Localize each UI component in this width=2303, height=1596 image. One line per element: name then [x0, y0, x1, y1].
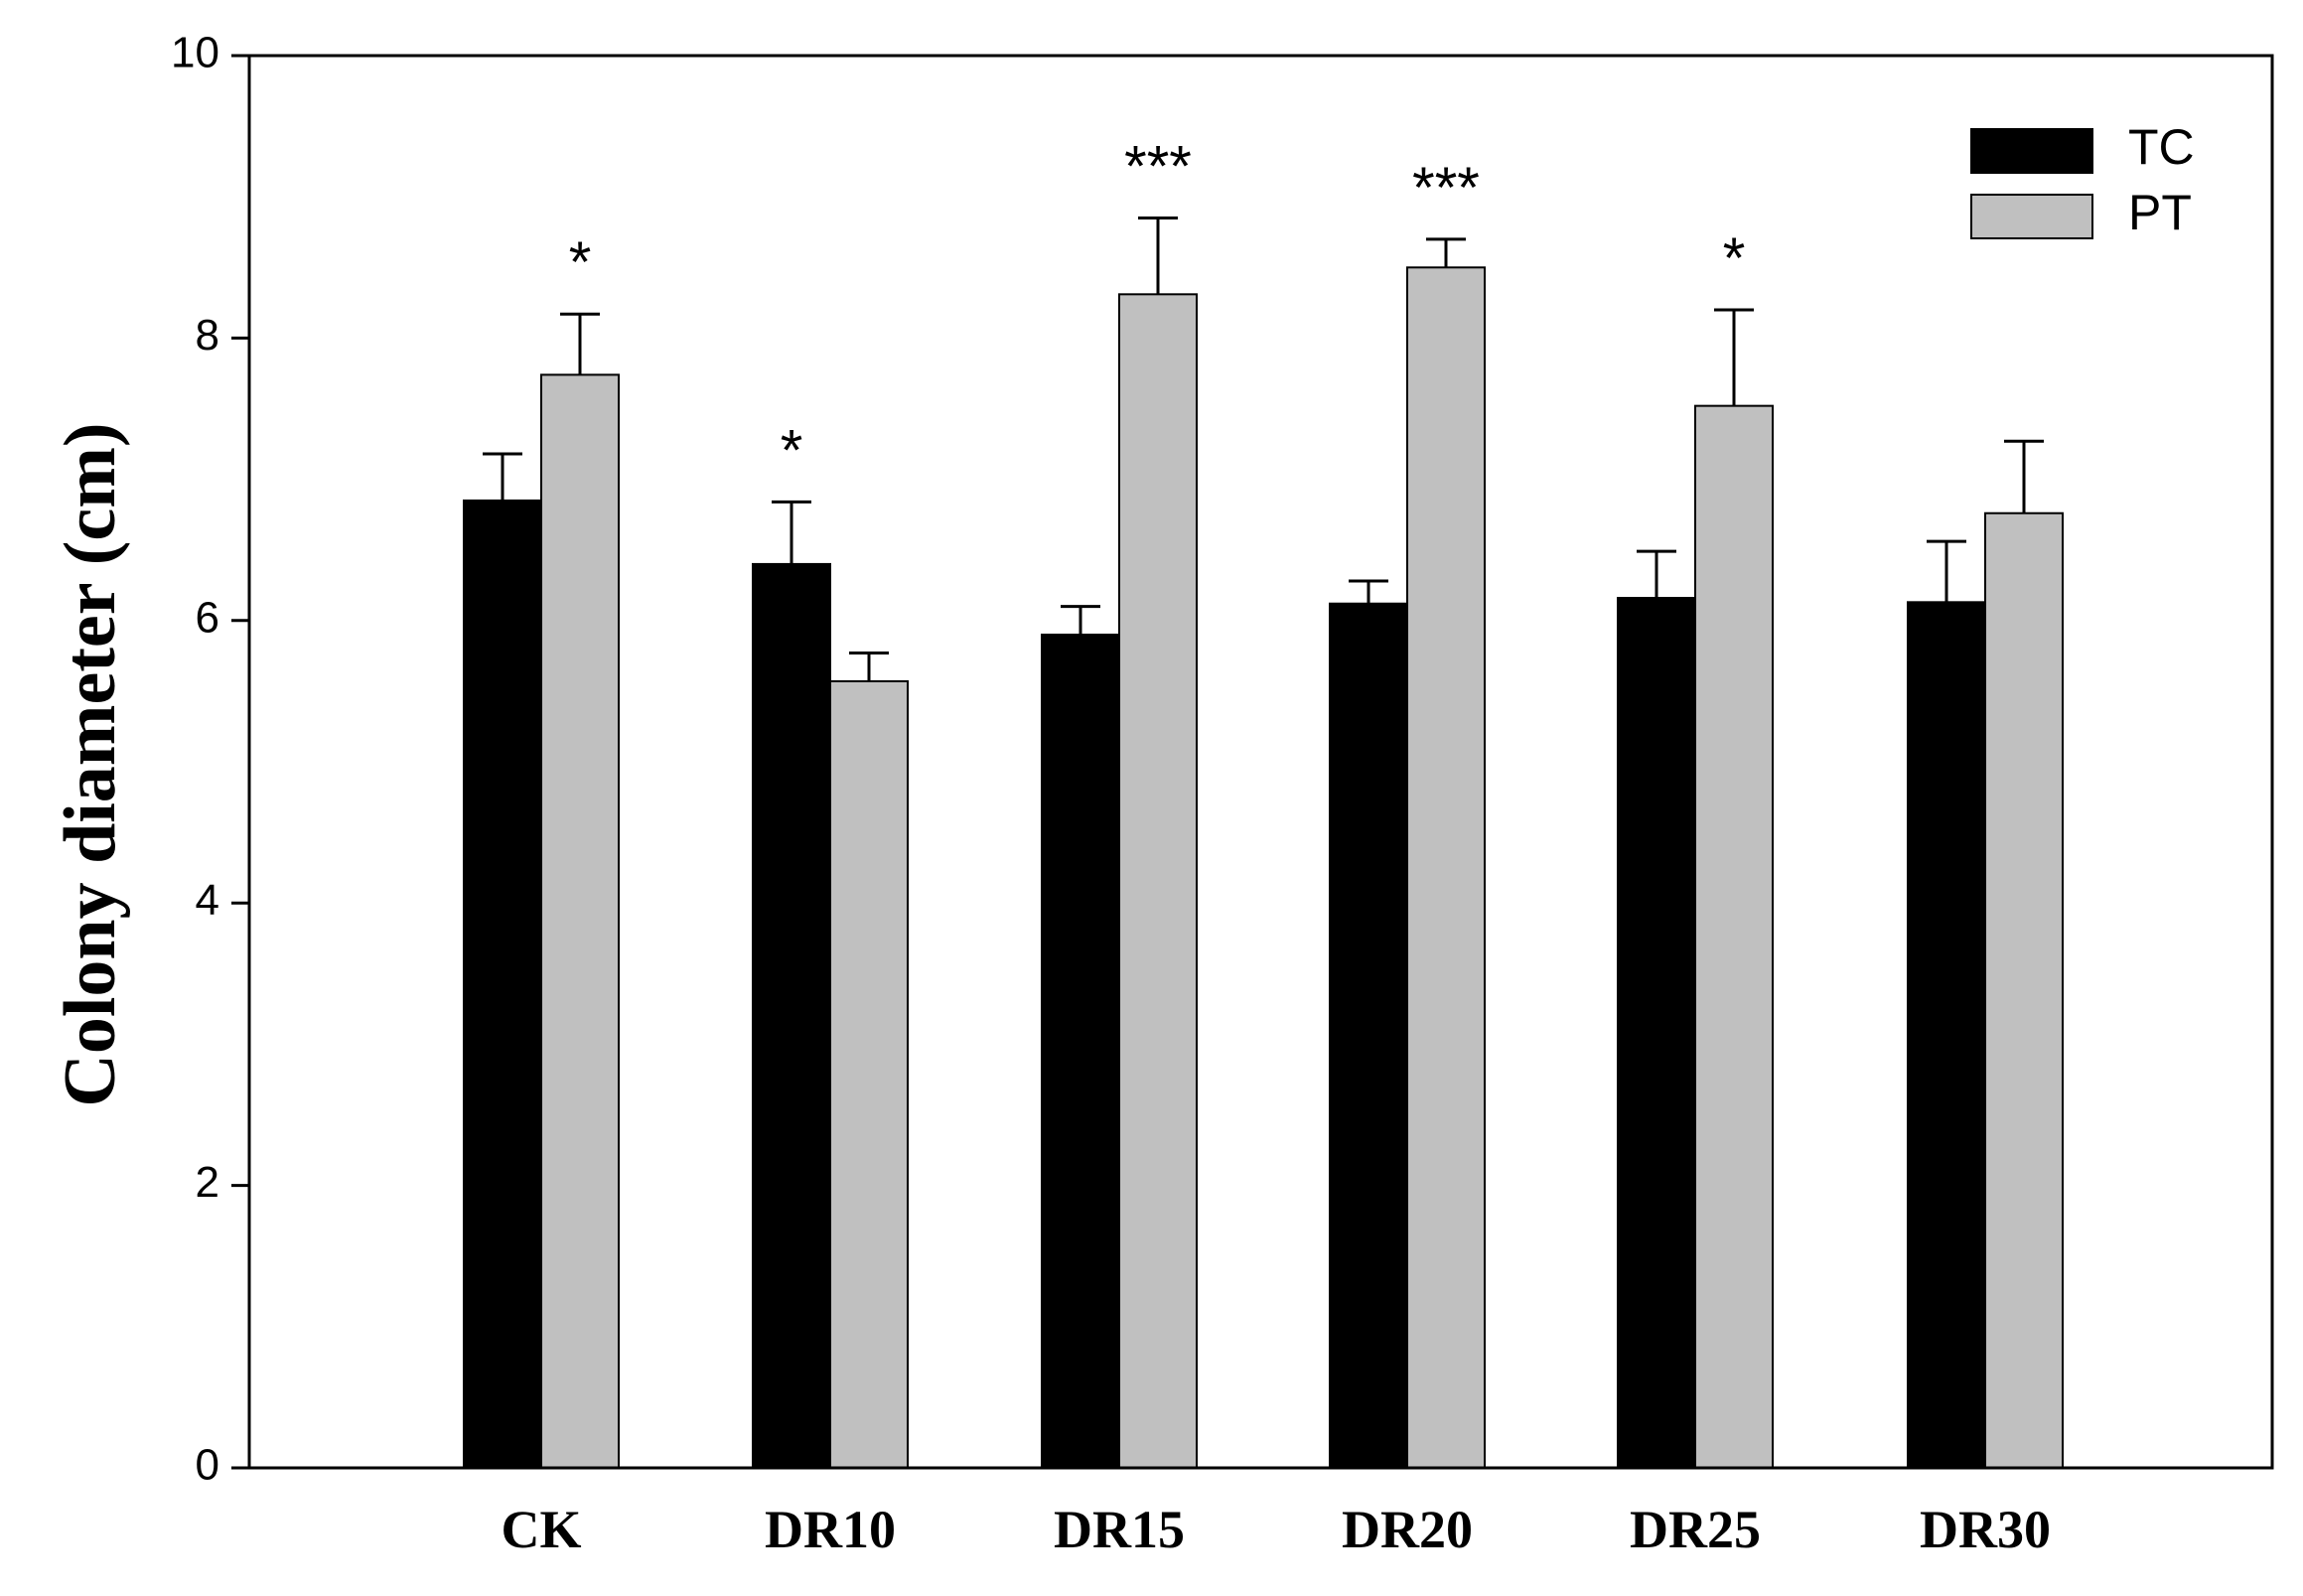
legend-label-pt: PT	[2128, 185, 2192, 240]
y-axis-title: Colony diameter (cm)	[50, 422, 131, 1106]
significance-marker: *	[1723, 226, 1746, 291]
legend-swatch-tc	[1970, 128, 2093, 174]
y-tick-label: 8	[196, 311, 219, 360]
bar-pt-dr15	[1118, 293, 1198, 1469]
bar-pt-dr10	[829, 679, 909, 1469]
x-tick-label: DR15	[1054, 1500, 1185, 1559]
bar-tc-dr10	[752, 562, 831, 1469]
plot-frame	[247, 54, 2274, 1470]
y-tick-label: 10	[171, 29, 219, 77]
bar-pt-dr20	[1406, 266, 1486, 1469]
legend-swatch-pt	[1970, 194, 2093, 239]
legend: TC PT	[1970, 119, 2195, 240]
x-tick-label: DR20	[1342, 1500, 1473, 1559]
significance-marker: *	[569, 230, 592, 295]
bar-pt-ck	[540, 373, 620, 1470]
y-tick-label: 2	[196, 1158, 219, 1207]
x-tick-label: DR10	[765, 1500, 896, 1559]
bar-tc-ck	[463, 499, 542, 1469]
bar-tc-dr15	[1041, 634, 1120, 1469]
significance-marker: ***	[1412, 156, 1480, 220]
significance-marker: ***	[1124, 135, 1192, 200]
x-tick-label: DR25	[1630, 1500, 1761, 1559]
x-tick-label: DR30	[1920, 1500, 2051, 1559]
significance-marker: *	[781, 418, 803, 483]
bar-tc-dr20	[1329, 602, 1408, 1469]
bar-tc-dr25	[1617, 597, 1696, 1469]
labels-layer: 0 2 4 6 8 10 * CK * DR10 *** DR15 *** DR20 * DR25 DR30	[171, 29, 2051, 1559]
bar-pt-dr25	[1694, 404, 1774, 1469]
y-tick-label: 0	[196, 1441, 219, 1490]
y-tick-label: 4	[196, 876, 219, 925]
bar-pt-dr30	[1984, 511, 2064, 1469]
bar-tc-dr30	[1907, 601, 1986, 1469]
y-tick-label: 6	[196, 593, 219, 642]
legend-label-tc: TC	[2128, 119, 2195, 175]
x-tick-label: CK	[502, 1500, 582, 1559]
axes-layer	[231, 54, 2274, 1470]
bars-layer	[463, 217, 2064, 1470]
